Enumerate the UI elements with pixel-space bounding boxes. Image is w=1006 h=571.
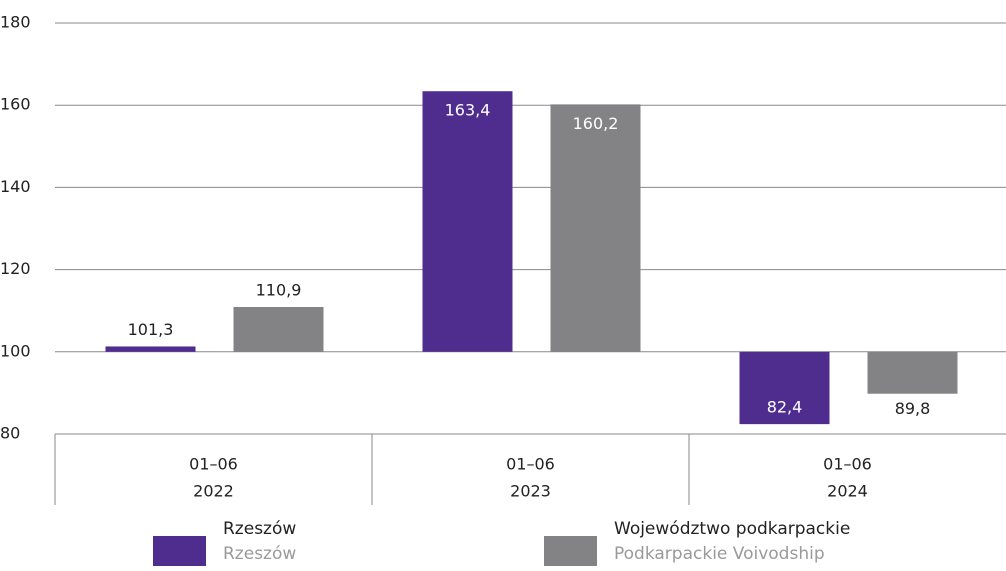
data-label: 160,2 xyxy=(573,114,619,133)
legend-swatch xyxy=(153,536,206,566)
data-label: 82,4 xyxy=(767,398,803,417)
x-tick-label: 2022 xyxy=(193,482,234,501)
data-label: 89,8 xyxy=(895,399,931,418)
legend-label: Rzeszów xyxy=(223,519,296,539)
legend-swatch xyxy=(544,536,597,566)
bar xyxy=(550,104,641,352)
data-label: 163,4 xyxy=(445,101,491,120)
legend-label-en: Podkarpackie Voivodship xyxy=(614,544,825,564)
x-tick-label: 2023 xyxy=(510,482,551,501)
x-tick-label: 2024 xyxy=(827,482,868,501)
x-tick-label: 01–06 xyxy=(823,455,872,474)
bar xyxy=(233,307,324,352)
legend-label-en: Rzeszów xyxy=(223,544,296,564)
x-tick-label: 01–06 xyxy=(189,455,238,474)
legend-label: Województwo podkarpackie xyxy=(614,519,850,539)
data-label: 101,3 xyxy=(128,320,174,339)
bar xyxy=(422,91,513,352)
y-tick-label: 100 xyxy=(0,341,31,360)
x-tick-label: 01–06 xyxy=(506,455,555,474)
y-tick-label: 80 xyxy=(0,424,20,443)
y-tick-label: 140 xyxy=(0,177,31,196)
bar xyxy=(739,351,830,425)
y-tick-label: 180 xyxy=(0,13,31,32)
y-tick-label: 120 xyxy=(0,259,31,278)
data-label: 110,9 xyxy=(256,281,302,300)
bar xyxy=(105,346,196,352)
y-tick-label: 160 xyxy=(0,95,31,114)
bar xyxy=(867,351,958,394)
